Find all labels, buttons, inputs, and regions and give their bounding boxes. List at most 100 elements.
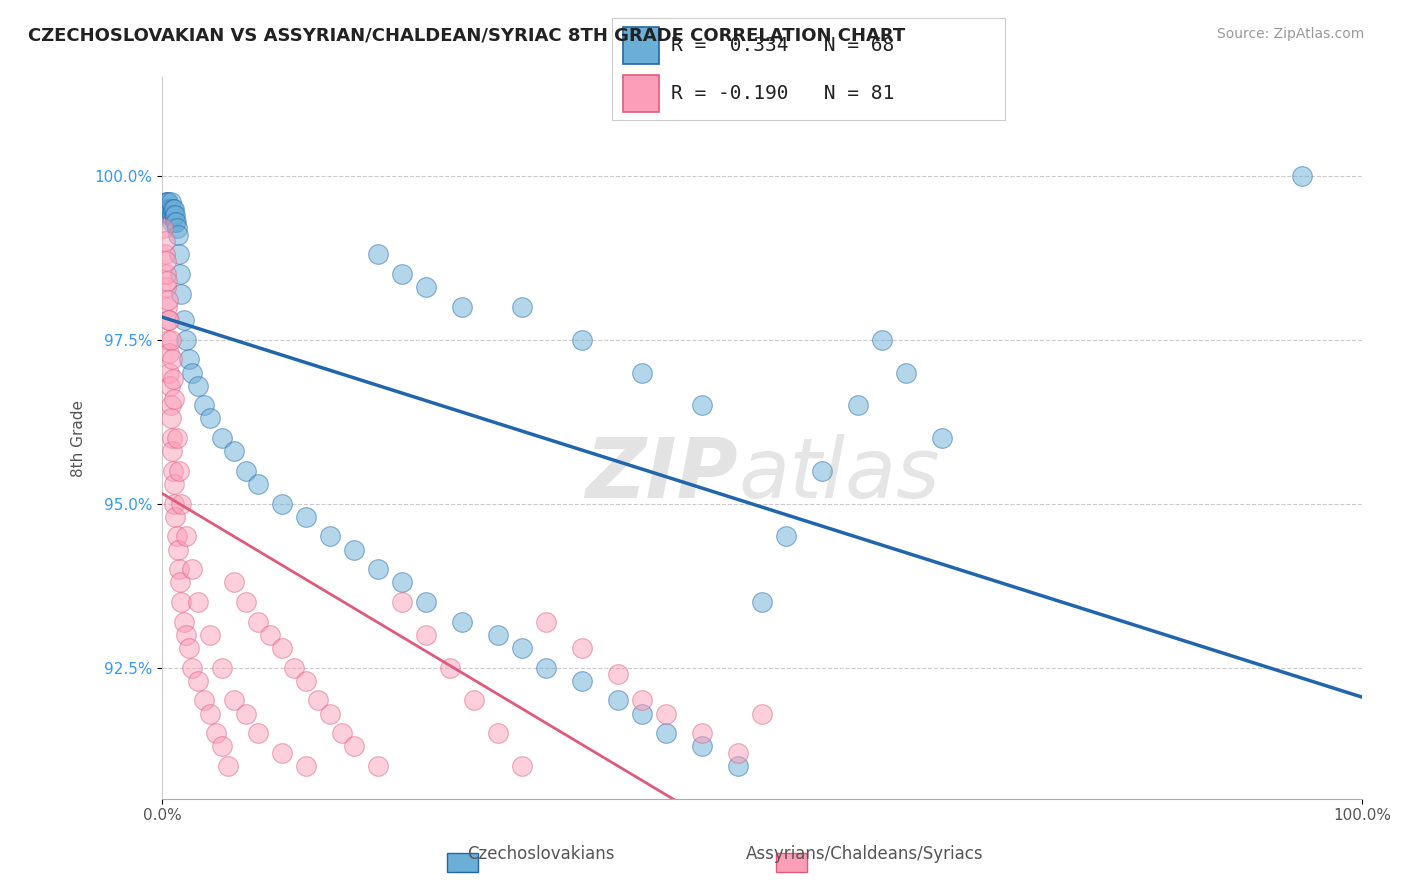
Point (160, 411, 183, 425)
Point (283, 660, 305, 674)
Point (169, 267, 191, 281)
Point (157, 333, 180, 347)
Point (415, 628, 437, 642)
Point (187, 673, 209, 688)
Point (690, 739, 713, 754)
Point (159, 208, 181, 222)
Point (156, 194, 179, 209)
Point (163, 392, 186, 406)
Point (165, 215, 187, 229)
Text: atlas: atlas (738, 434, 939, 515)
Text: Czechoslovakians: Czechoslovakians (468, 846, 614, 863)
Text: Source: ZipAtlas.com: Source: ZipAtlas.com (1216, 27, 1364, 41)
Point (155, 235, 177, 249)
Point (367, 562, 389, 576)
Point (160, 194, 183, 209)
Point (571, 333, 593, 347)
Point (211, 431, 233, 445)
Point (235, 706, 257, 721)
Point (451, 300, 474, 314)
Bar (623, 27, 659, 64)
Point (177, 640, 200, 655)
Point (152, 221, 174, 235)
Point (295, 509, 318, 524)
Point (153, 247, 176, 261)
Point (211, 660, 233, 674)
Point (931, 431, 953, 445)
Point (160, 352, 183, 367)
Point (510, 300, 533, 314)
Point (170, 595, 193, 609)
Point (271, 640, 294, 655)
Point (534, 615, 557, 629)
Point (156, 274, 179, 288)
Point (751, 595, 773, 609)
Point (607, 693, 630, 707)
Point (163, 208, 186, 222)
Point (775, 529, 797, 543)
Point (155, 280, 177, 294)
Point (156, 313, 179, 327)
Point (162, 202, 184, 216)
Text: CZECHOSLOVAKIAN VS ASSYRIAN/CHALDEAN/SYRIAC 8TH GRADE CORRELATION CHART: CZECHOSLOVAKIAN VS ASSYRIAN/CHALDEAN/SYR… (28, 27, 905, 45)
Point (631, 706, 654, 721)
Point (295, 759, 318, 773)
Point (1291, 169, 1313, 183)
Point (170, 497, 193, 511)
Point (211, 739, 233, 754)
Point (163, 215, 186, 229)
Point (200, 628, 222, 642)
Point (187, 378, 209, 392)
Point (157, 346, 180, 360)
Point (727, 746, 749, 760)
Point (163, 477, 186, 491)
Point (166, 431, 188, 445)
Point (330, 726, 353, 740)
Point (155, 254, 177, 268)
Point (157, 293, 180, 308)
Point (165, 208, 187, 222)
Point (159, 202, 181, 216)
Point (166, 529, 188, 543)
Point (224, 444, 246, 458)
Point (163, 497, 186, 511)
Point (153, 202, 176, 216)
Point (655, 706, 678, 721)
Point (571, 673, 593, 688)
Point (160, 431, 183, 445)
Point (162, 464, 184, 478)
Point (463, 693, 485, 707)
Point (159, 366, 181, 380)
Text: Assyrians/Chaldeans/Syriacs: Assyrians/Chaldeans/Syriacs (745, 846, 984, 863)
Point (155, 202, 177, 216)
Point (727, 759, 749, 773)
Point (167, 562, 190, 576)
Point (571, 640, 593, 655)
Point (174, 333, 197, 347)
Point (181, 366, 204, 380)
Point (157, 208, 180, 222)
Point (167, 542, 190, 557)
Point (690, 398, 713, 412)
Point (247, 726, 270, 740)
Point (811, 464, 834, 478)
Point (174, 529, 197, 543)
Point (486, 628, 509, 642)
Point (690, 726, 713, 740)
Point (415, 280, 437, 294)
Point (170, 286, 193, 301)
Point (271, 746, 294, 760)
Point (510, 640, 533, 655)
Point (751, 706, 773, 721)
Point (200, 706, 222, 721)
Point (162, 215, 184, 229)
Point (173, 615, 195, 629)
Point (415, 595, 437, 609)
Point (631, 693, 654, 707)
Y-axis label: 8th Grade: 8th Grade (72, 400, 86, 476)
Point (159, 378, 181, 392)
Point (205, 726, 228, 740)
Point (391, 575, 413, 590)
Point (159, 398, 181, 412)
Point (451, 615, 474, 629)
